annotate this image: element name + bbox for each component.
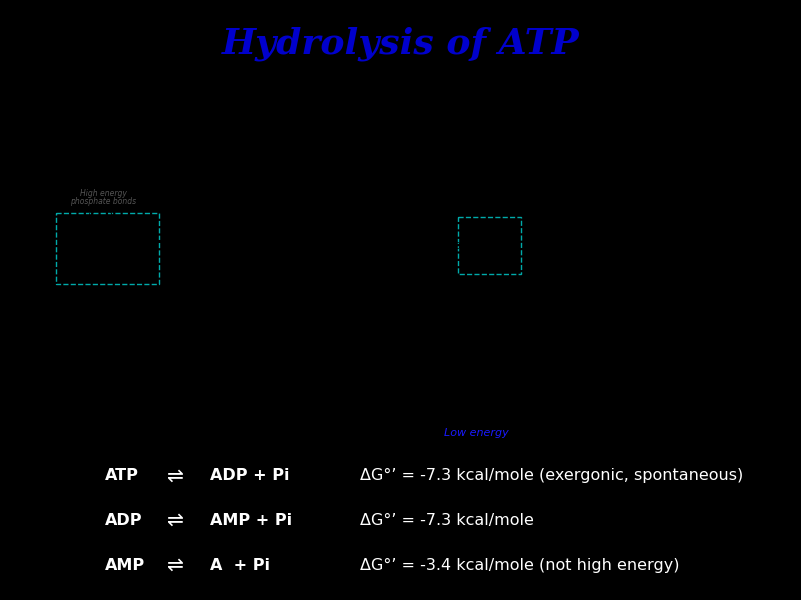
Text: NH₂: NH₂: [212, 127, 230, 136]
Text: H H: H H: [663, 304, 677, 313]
Text: H H: H H: [207, 304, 222, 313]
Text: C: C: [248, 160, 252, 169]
Text: H: H: [682, 148, 688, 157]
Text: ⁻O–: ⁻O–: [450, 242, 465, 251]
Text: phosphate bonds: phosphate bonds: [70, 197, 136, 206]
Text: ⁻O: ⁻O: [136, 250, 147, 259]
Text: H H: H H: [234, 304, 248, 313]
Text: ΔG°’ = -7.3 kcal/mole (exergonic, spontaneous): ΔG°’ = -7.3 kcal/mole (exergonic, sponta…: [360, 468, 743, 483]
Text: +: +: [542, 256, 557, 274]
Text: Low energy: Low energy: [445, 428, 509, 438]
Text: N: N: [210, 148, 215, 157]
Text: Hydrolysis: Hydrolysis: [367, 275, 410, 284]
Text: ATP: ATP: [105, 468, 139, 483]
Text: O⁻: O⁻: [605, 260, 614, 269]
Text: O: O: [473, 223, 480, 232]
Text: Adenosine 5'–triphosphate: Adenosine 5'–triphosphate: [110, 392, 230, 401]
Text: ⁻O: ⁻O: [471, 260, 482, 269]
Text: OH   OH: OH OH: [634, 326, 668, 335]
Text: ⁻O–: ⁻O–: [553, 235, 566, 244]
Text: O: O: [576, 223, 582, 232]
Text: Hydrolysis of ATP: Hydrolysis of ATP: [222, 26, 579, 61]
Text: + H⁺: + H⁺: [579, 289, 601, 298]
Text: Adenosine 5'–diphosphate: Adenosine 5'–diphosphate: [566, 392, 685, 401]
Text: P: P: [79, 235, 84, 244]
Text: N: N: [223, 160, 228, 169]
Text: N: N: [237, 130, 243, 139]
Text: ADP: ADP: [611, 410, 640, 423]
Text: ADP: ADP: [105, 513, 143, 528]
Text: H H: H H: [638, 304, 651, 313]
Text: N: N: [662, 130, 669, 139]
Text: O: O: [124, 235, 130, 244]
Text: C: C: [674, 140, 679, 149]
Text: OCH₂: OCH₂: [644, 235, 666, 244]
Text: D–Ribose: D–Ribose: [258, 289, 294, 298]
Text: C: C: [649, 133, 654, 142]
Text: P: P: [139, 235, 145, 244]
Text: HC: HC: [635, 149, 646, 155]
Text: α: α: [139, 263, 145, 274]
Text: ⇌: ⇌: [167, 511, 183, 530]
Text: N: N: [650, 160, 655, 169]
Text: O: O: [94, 235, 99, 244]
Text: O: O: [109, 221, 115, 230]
Text: ΔG°’ = -3.4 kcal/mole (not high energy): ΔG°’ = -3.4 kcal/mole (not high energy): [360, 558, 679, 573]
Text: P: P: [607, 235, 613, 244]
Text: P: P: [110, 235, 115, 244]
Text: O: O: [78, 221, 85, 230]
Bar: [57, 214, 159, 284]
Text: OH   OH: OH OH: [204, 326, 238, 335]
Text: P: P: [577, 235, 582, 244]
Text: AMP: AMP: [105, 558, 145, 573]
Text: C: C: [674, 160, 679, 169]
Text: –OH: –OH: [493, 242, 511, 251]
Text: High energy: High energy: [123, 428, 199, 438]
Text: High energy: High energy: [79, 189, 127, 198]
Text: C: C: [248, 140, 252, 149]
Text: ⇌: ⇌: [167, 556, 183, 575]
Text: Phosphate: Phosphate: [457, 377, 505, 386]
Text: ⁻O: ⁻O: [107, 250, 118, 259]
Text: i: i: [486, 398, 489, 407]
Text: O: O: [606, 223, 613, 232]
Text: OCH₂: OCH₂: [203, 235, 226, 244]
Text: ΔG°’ = -7.3 kcal/mole: ΔG°’ = -7.3 kcal/mole: [360, 513, 534, 528]
Text: O⁻: O⁻: [605, 249, 614, 258]
Text: NH₂: NH₂: [645, 127, 662, 136]
Text: γ: γ: [78, 263, 84, 274]
Text: ATP: ATP: [157, 410, 183, 423]
Text: ⁻O: ⁻O: [76, 250, 87, 259]
Text: ⇌: ⇌: [167, 466, 183, 485]
Text: H: H: [256, 148, 261, 157]
Text: Adenine: Adenine: [271, 140, 304, 149]
Bar: [458, 217, 521, 274]
Text: P: P: [474, 242, 480, 251]
Text: C: C: [662, 165, 667, 174]
Text: A  + Pi: A + Pi: [210, 558, 270, 573]
Text: HC: HC: [210, 141, 219, 147]
Text: C: C: [221, 133, 227, 142]
Text: O: O: [591, 235, 597, 244]
Text: O: O: [139, 221, 145, 230]
Text: O⁻: O⁻: [574, 249, 584, 258]
Text: O⁻: O⁻: [574, 260, 584, 269]
Text: H₂O: H₂O: [361, 226, 379, 235]
Text: AMP + Pi: AMP + Pi: [210, 513, 292, 528]
Text: ADP + Pi: ADP + Pi: [210, 468, 289, 483]
Text: β: β: [109, 263, 115, 274]
Text: C: C: [235, 165, 240, 174]
Text: P: P: [476, 393, 485, 406]
